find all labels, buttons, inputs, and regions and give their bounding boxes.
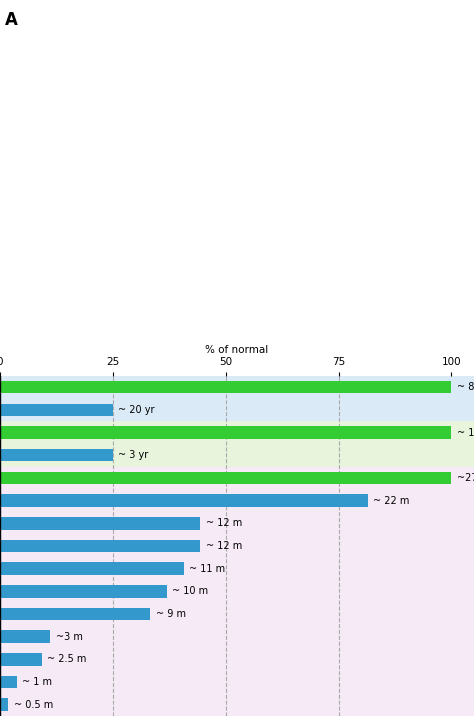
Bar (0, 376, 474, 421)
Bar (0, 467, 474, 716)
Bar (0, 698, 9, 711)
Bar (0, 517, 201, 530)
Text: ~ 3 yr: ~ 3 yr (118, 450, 148, 460)
Bar (0, 472, 451, 484)
Bar (0, 381, 451, 394)
X-axis label: % of normal: % of normal (205, 344, 269, 354)
Bar (0, 585, 167, 598)
Text: ~ 12 yr: ~ 12 yr (457, 427, 474, 437)
Bar (0, 653, 42, 666)
Bar (0, 630, 50, 643)
Text: ~ 11 m: ~ 11 m (189, 563, 225, 574)
Bar (0, 404, 113, 416)
Text: ~ 2.5 m: ~ 2.5 m (47, 654, 87, 664)
Text: ~ 1 m: ~ 1 m (22, 677, 52, 687)
Bar (0, 421, 474, 467)
Text: ~ 12 m: ~ 12 m (206, 518, 242, 528)
Text: ~ 0.5 m: ~ 0.5 m (14, 700, 53, 710)
Text: ~ 12 m: ~ 12 m (206, 541, 242, 551)
Text: ~ 80 yr: ~ 80 yr (457, 382, 474, 392)
Bar (0, 562, 184, 575)
Bar (0, 676, 17, 688)
Text: ~ 9 m: ~ 9 m (156, 609, 186, 619)
Bar (0, 426, 451, 439)
Text: ~ 22 m: ~ 22 m (374, 495, 410, 505)
Text: ~27 m: ~27 m (457, 473, 474, 483)
Bar (0, 494, 368, 507)
Bar (0, 540, 201, 552)
Text: A: A (5, 11, 18, 29)
Text: ~3 m: ~3 m (55, 632, 82, 642)
Bar (0, 608, 150, 620)
Bar (0, 449, 113, 462)
Text: ~ 20 yr: ~ 20 yr (118, 405, 155, 415)
Text: ~ 10 m: ~ 10 m (173, 586, 209, 596)
